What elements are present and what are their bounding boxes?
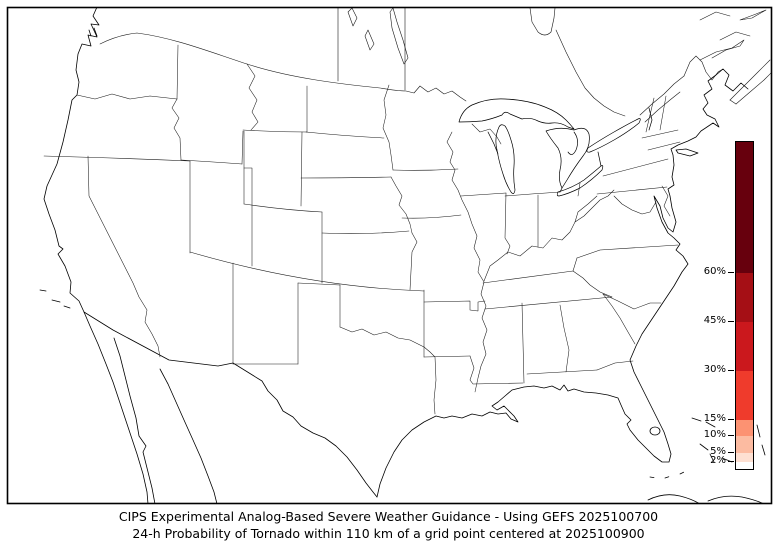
colorbar-segment	[736, 321, 753, 371]
colorbar-tick: 5%	[700, 446, 734, 458]
coastline-layer	[39, 8, 766, 503]
colorbar-tick-mark	[728, 271, 734, 273]
colorbar-segment	[736, 462, 753, 469]
map-frame	[6, 6, 773, 505]
caption-line-1: CIPS Experimental Analog-Based Severe We…	[118, 509, 659, 524]
colorbar-tick-mark	[728, 451, 734, 453]
colorbar-segment	[736, 436, 753, 453]
caption-line-2: 24-h Probability of Tornado within 110 k…	[132, 525, 645, 541]
great-lakes-layer	[458, 98, 653, 197]
colorbar-tick-label: 30%	[703, 363, 726, 375]
colorbar-tick-label: 60%	[703, 265, 726, 277]
colorbar-tick: 45%	[700, 315, 734, 327]
colorbar-segment	[736, 370, 753, 420]
colorbar-tick-label: 5%	[710, 445, 726, 457]
colorbar-segment	[736, 142, 753, 273]
probability-colorbar: 60% 45% 30% 15% 10% 5% 2%	[700, 141, 760, 470]
figure-caption: CIPS Experimental Analog-Based Severe We…	[0, 509, 777, 542]
colorbar-tick-mark	[728, 461, 734, 463]
colorbar-tick-label: 45%	[703, 314, 726, 326]
colorbar-tick-label: 2%	[710, 455, 726, 467]
colorbar-tick-mark	[728, 320, 734, 322]
colorbar-tick-mark	[728, 418, 734, 420]
colorbar-segment	[736, 272, 753, 322]
colorbar-tick: 10%	[700, 429, 734, 441]
colorbar-tick: 30%	[700, 364, 734, 376]
colorbar-bar	[735, 141, 754, 470]
colorbar-tick-mark	[728, 435, 734, 437]
colorbar-tick-label: 15%	[703, 412, 726, 424]
colorbar-segment	[736, 452, 753, 463]
state-borders-layer	[43, 44, 681, 415]
colorbar-segment	[736, 419, 753, 437]
colorbar-tick-label: 10%	[703, 429, 726, 441]
colorbar-tick: 60%	[700, 266, 734, 278]
canada-borders-layer	[99, 8, 771, 123]
colorbar-tick: 2%	[700, 455, 734, 467]
colorbar-tick-mark	[728, 369, 734, 371]
colorbar-tick: 15%	[700, 413, 734, 425]
